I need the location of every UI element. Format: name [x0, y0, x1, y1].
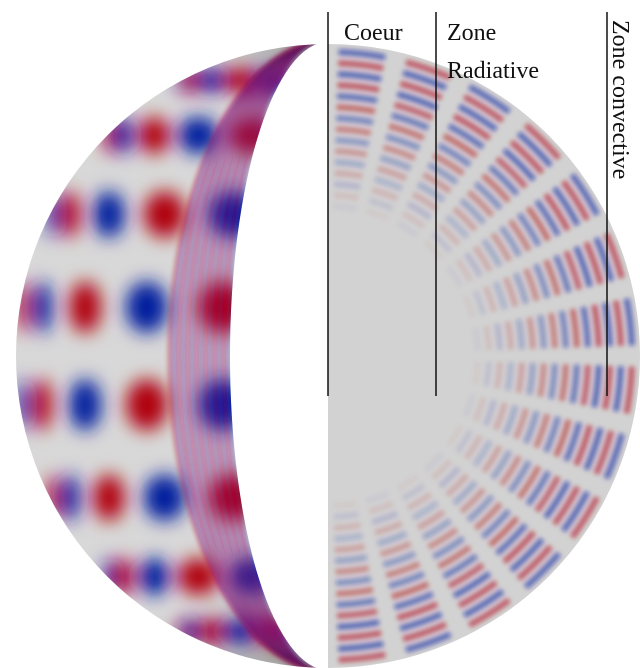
- wave-arc: [336, 140, 369, 144]
- mode-blob: [272, 117, 323, 154]
- mode-blob: [282, 68, 333, 92]
- mode-blob: [144, 474, 186, 520]
- sun-mode-figure: Coeur Zone Radiative Zone convective: [0, 0, 640, 668]
- interior-cut: [328, 0, 640, 668]
- mode-blob: [177, 558, 219, 595]
- mode-blob: [264, 191, 315, 237]
- wave-arc: [497, 362, 500, 388]
- mode-blob: [61, 191, 80, 237]
- mode-blob: [126, 282, 168, 333]
- mode-blob: [33, 379, 52, 430]
- wave-arc: [519, 363, 522, 393]
- wave-arc: [497, 324, 500, 350]
- wave-arc: [508, 322, 511, 350]
- wave-arc: [529, 317, 533, 348]
- mode-blob: [259, 379, 310, 430]
- mode-blob: [272, 558, 323, 595]
- mode-blob: [138, 558, 170, 595]
- mode-blob: [47, 474, 59, 520]
- mode-blob: [61, 474, 80, 520]
- mode-blob: [144, 191, 186, 237]
- wave-arc: [519, 319, 522, 349]
- wave-arc: [529, 363, 533, 394]
- mode-blob: [93, 191, 125, 237]
- mode-blob: [47, 191, 59, 237]
- mode-blob: [282, 619, 333, 643]
- mode-blob: [33, 282, 52, 333]
- sphere: [0, 0, 640, 668]
- wave-arc: [508, 362, 511, 390]
- mode-blob: [17, 282, 29, 333]
- mode-blob: [259, 282, 310, 333]
- mode-blob: [17, 379, 29, 430]
- mode-blob: [114, 558, 133, 595]
- wave-arc: [336, 568, 369, 572]
- core-label: Coeur: [344, 20, 403, 46]
- radiative-label: Radiative: [447, 58, 539, 84]
- mode-blob: [177, 117, 219, 154]
- wave-arc: [540, 315, 544, 348]
- mode-blob: [126, 379, 168, 430]
- radiative-label: Zone: [447, 20, 496, 46]
- mode-blob: [93, 474, 125, 520]
- mode-blob: [138, 117, 170, 154]
- mode-blob: [264, 474, 315, 520]
- wave-arc: [540, 364, 544, 397]
- mode-blob: [69, 282, 101, 333]
- page: Coeur Zone Radiative Zone convective (()…: [0, 0, 640, 668]
- convective-label: Zone convective: [607, 20, 633, 179]
- mode-blob: [69, 379, 101, 430]
- mode-blob: [114, 117, 133, 154]
